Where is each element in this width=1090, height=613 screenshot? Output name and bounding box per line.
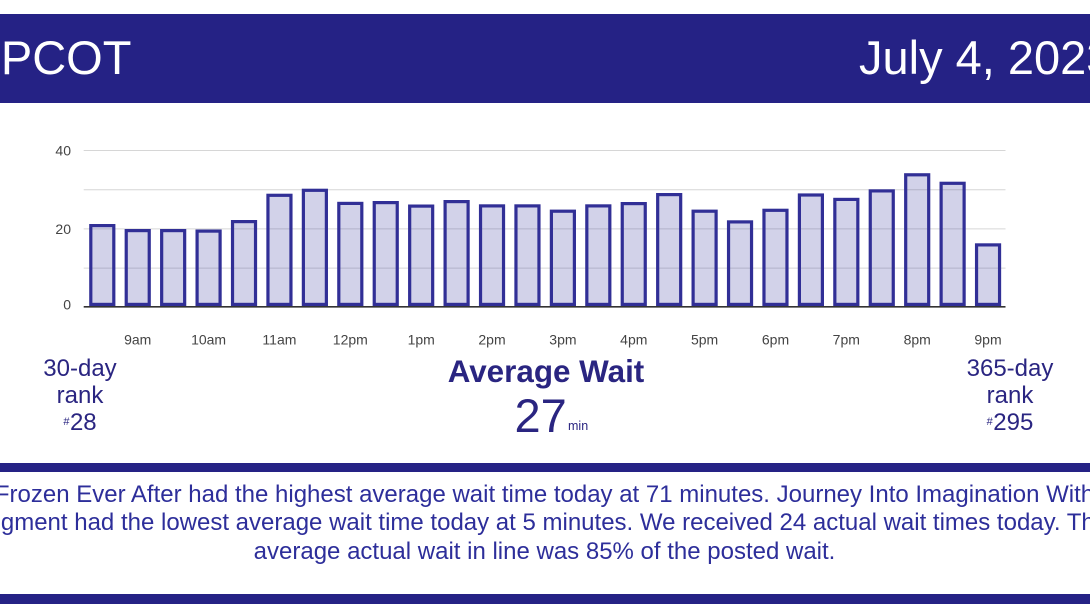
svg-text:9am: 9am (124, 332, 151, 348)
svg-text:2pm: 2pm (478, 332, 505, 348)
svg-text:6pm: 6pm (762, 332, 789, 348)
svg-text:20: 20 (55, 221, 71, 237)
svg-text:4pm: 4pm (620, 332, 647, 348)
svg-text:9pm: 9pm (974, 332, 1001, 348)
svg-text:1pm: 1pm (408, 332, 435, 348)
svg-text:11am: 11am (262, 332, 296, 348)
svg-text:0: 0 (63, 297, 71, 313)
svg-text:10am: 10am (191, 332, 226, 348)
svg-text:7pm: 7pm (833, 332, 860, 348)
svg-text:40: 40 (55, 143, 71, 159)
svg-text:12pm: 12pm (333, 332, 368, 348)
svg-text:5pm: 5pm (691, 332, 718, 348)
svg-text:8pm: 8pm (904, 332, 931, 348)
svg-text:3pm: 3pm (549, 332, 576, 348)
